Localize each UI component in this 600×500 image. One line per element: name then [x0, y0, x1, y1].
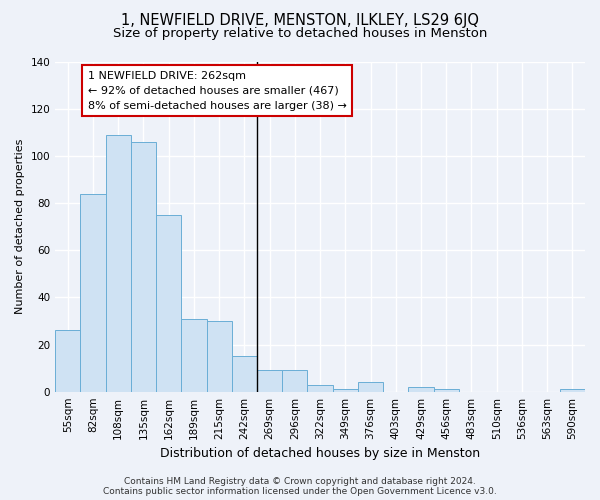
Bar: [409, 387, 434, 392]
Bar: [434, 390, 459, 392]
Text: 1, NEWFIELD DRIVE, MENSTON, ILKLEY, LS29 6JQ: 1, NEWFIELD DRIVE, MENSTON, ILKLEY, LS29…: [121, 12, 479, 28]
Y-axis label: Number of detached properties: Number of detached properties: [15, 139, 25, 314]
X-axis label: Distribution of detached houses by size in Menston: Distribution of detached houses by size …: [160, 447, 480, 460]
Bar: [55, 330, 80, 392]
Bar: [560, 390, 585, 392]
Bar: [156, 215, 181, 392]
Bar: [181, 318, 206, 392]
Bar: [332, 390, 358, 392]
Bar: [131, 142, 156, 392]
Bar: [282, 370, 307, 392]
Text: 1 NEWFIELD DRIVE: 262sqm
← 92% of detached houses are smaller (467)
8% of semi-d: 1 NEWFIELD DRIVE: 262sqm ← 92% of detach…: [88, 71, 347, 110]
Text: Size of property relative to detached houses in Menston: Size of property relative to detached ho…: [113, 28, 487, 40]
Bar: [106, 134, 131, 392]
Text: Contains HM Land Registry data © Crown copyright and database right 2024.
Contai: Contains HM Land Registry data © Crown c…: [103, 476, 497, 496]
Bar: [232, 356, 257, 392]
Bar: [358, 382, 383, 392]
Bar: [206, 321, 232, 392]
Bar: [80, 194, 106, 392]
Bar: [257, 370, 282, 392]
Bar: [307, 384, 332, 392]
